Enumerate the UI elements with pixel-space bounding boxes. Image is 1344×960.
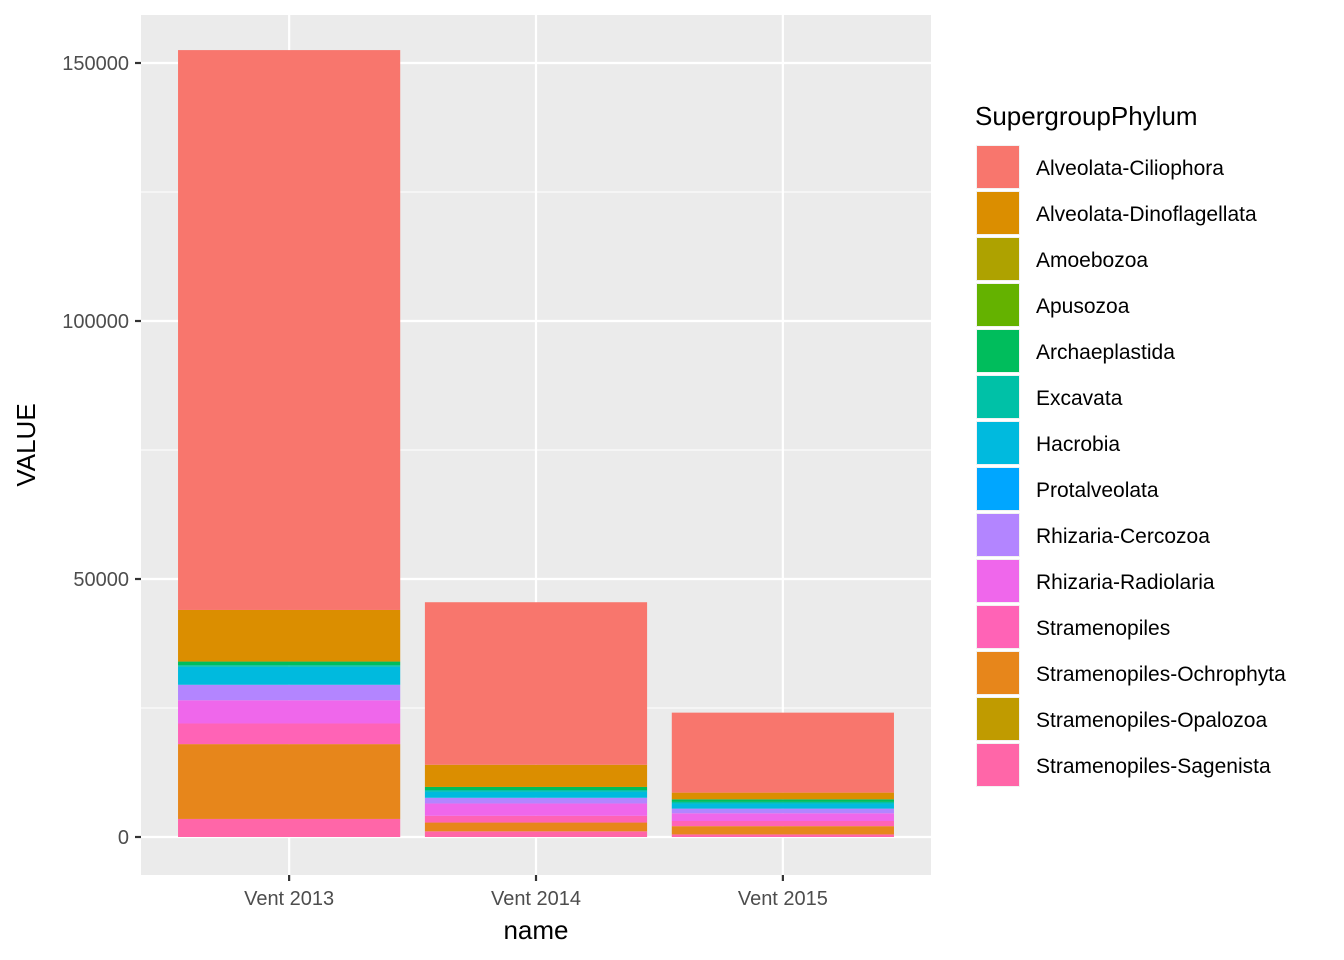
bar-segment <box>424 791 648 798</box>
bar-segment <box>424 764 648 787</box>
bar-segment <box>671 834 894 837</box>
legend-title: SupergroupPhylum <box>975 101 1198 131</box>
legend-swatch <box>977 606 1019 648</box>
bar-segment <box>671 808 894 814</box>
bar-segment <box>178 609 401 662</box>
legend-label: Stramenopiles <box>1036 617 1170 640</box>
bar-segment <box>424 786 648 791</box>
legend-label: Alveolata-Ciliophora <box>1036 157 1224 180</box>
bar-segment <box>178 723 401 745</box>
legend-label: Apusozoa <box>1036 295 1130 318</box>
legend-swatch <box>977 468 1019 510</box>
legend-swatch <box>977 422 1019 464</box>
legend-swatch <box>977 146 1019 188</box>
legend-swatch <box>977 514 1019 556</box>
y-axis: 0 50000 100000 150000 <box>62 53 141 849</box>
y-tick-label: 50000 <box>73 569 129 591</box>
bar-segment <box>178 50 401 610</box>
legend-label: Stramenopiles-Opalozoa <box>1036 709 1267 732</box>
legend-swatch <box>977 192 1019 234</box>
legend-swatch <box>977 284 1019 326</box>
x-tick-label: Vent 2014 <box>491 888 581 910</box>
bar-segment <box>671 813 894 822</box>
legend-label: Rhizaria-Radiolaria <box>1036 571 1215 594</box>
legend: SupergroupPhylum Alveolata-CiliophoraAlv… <box>975 101 1286 787</box>
legend-label: Archaeplastida <box>1036 341 1175 364</box>
legend-swatch <box>977 744 1019 786</box>
bar-segment <box>178 665 401 667</box>
bar-segment <box>178 744 401 819</box>
legend-swatch <box>977 330 1019 372</box>
legend-swatch <box>977 698 1019 740</box>
bar-segment <box>424 797 648 804</box>
bar-segment <box>671 712 894 793</box>
bar-segment <box>671 821 894 827</box>
legend-label: Excavata <box>1036 387 1123 410</box>
x-axis-title: name <box>503 915 568 945</box>
legend-label: Stramenopiles-Ochrophyta <box>1036 663 1286 686</box>
bar-segment <box>424 790 648 792</box>
legend-label: Stramenopiles-Sagenista <box>1036 755 1271 778</box>
legend-swatch <box>977 560 1019 602</box>
bar-segment <box>671 803 894 809</box>
y-tick-label: 100000 <box>62 311 129 333</box>
bar-segment <box>424 831 648 837</box>
legend-swatch <box>977 652 1019 694</box>
legend-label: Rhizaria-Cercozoa <box>1036 525 1210 548</box>
x-axis: Vent 2013 Vent 2014 Vent 2015 <box>244 875 828 910</box>
bar-segment <box>178 684 401 701</box>
y-tick-label: 0 <box>118 827 129 849</box>
bar-segment <box>424 815 648 823</box>
bar-segment <box>671 799 894 802</box>
x-tick-label: Vent 2015 <box>738 888 828 910</box>
legend-items: Alveolata-Ciliophora Alveolata-Dinoflagel… <box>976 145 1286 787</box>
legend-label: Amoebozoa <box>1036 249 1148 272</box>
bar-segment <box>671 801 894 804</box>
bar-segment <box>178 818 401 837</box>
y-tick-label: 150000 <box>62 53 129 75</box>
bar-segment <box>178 661 401 666</box>
bar-segment <box>424 803 648 816</box>
bars <box>178 50 894 837</box>
bar-segment <box>178 666 401 685</box>
bar-segment <box>671 826 894 835</box>
bar-segment <box>424 602 648 765</box>
legend-label: Hacrobia <box>1036 433 1120 456</box>
y-axis-title: VALUE <box>11 403 41 486</box>
legend-swatch <box>977 238 1019 280</box>
legend-label: Protalveolata <box>1036 479 1159 502</box>
bar-segment <box>178 700 401 724</box>
bar-segment <box>424 822 648 832</box>
x-tick-label: Vent 2013 <box>244 888 334 910</box>
legend-label: Alveolata-Dinoflagellata <box>1036 203 1257 226</box>
bar-segment <box>671 792 894 800</box>
legend-swatch <box>977 376 1019 418</box>
